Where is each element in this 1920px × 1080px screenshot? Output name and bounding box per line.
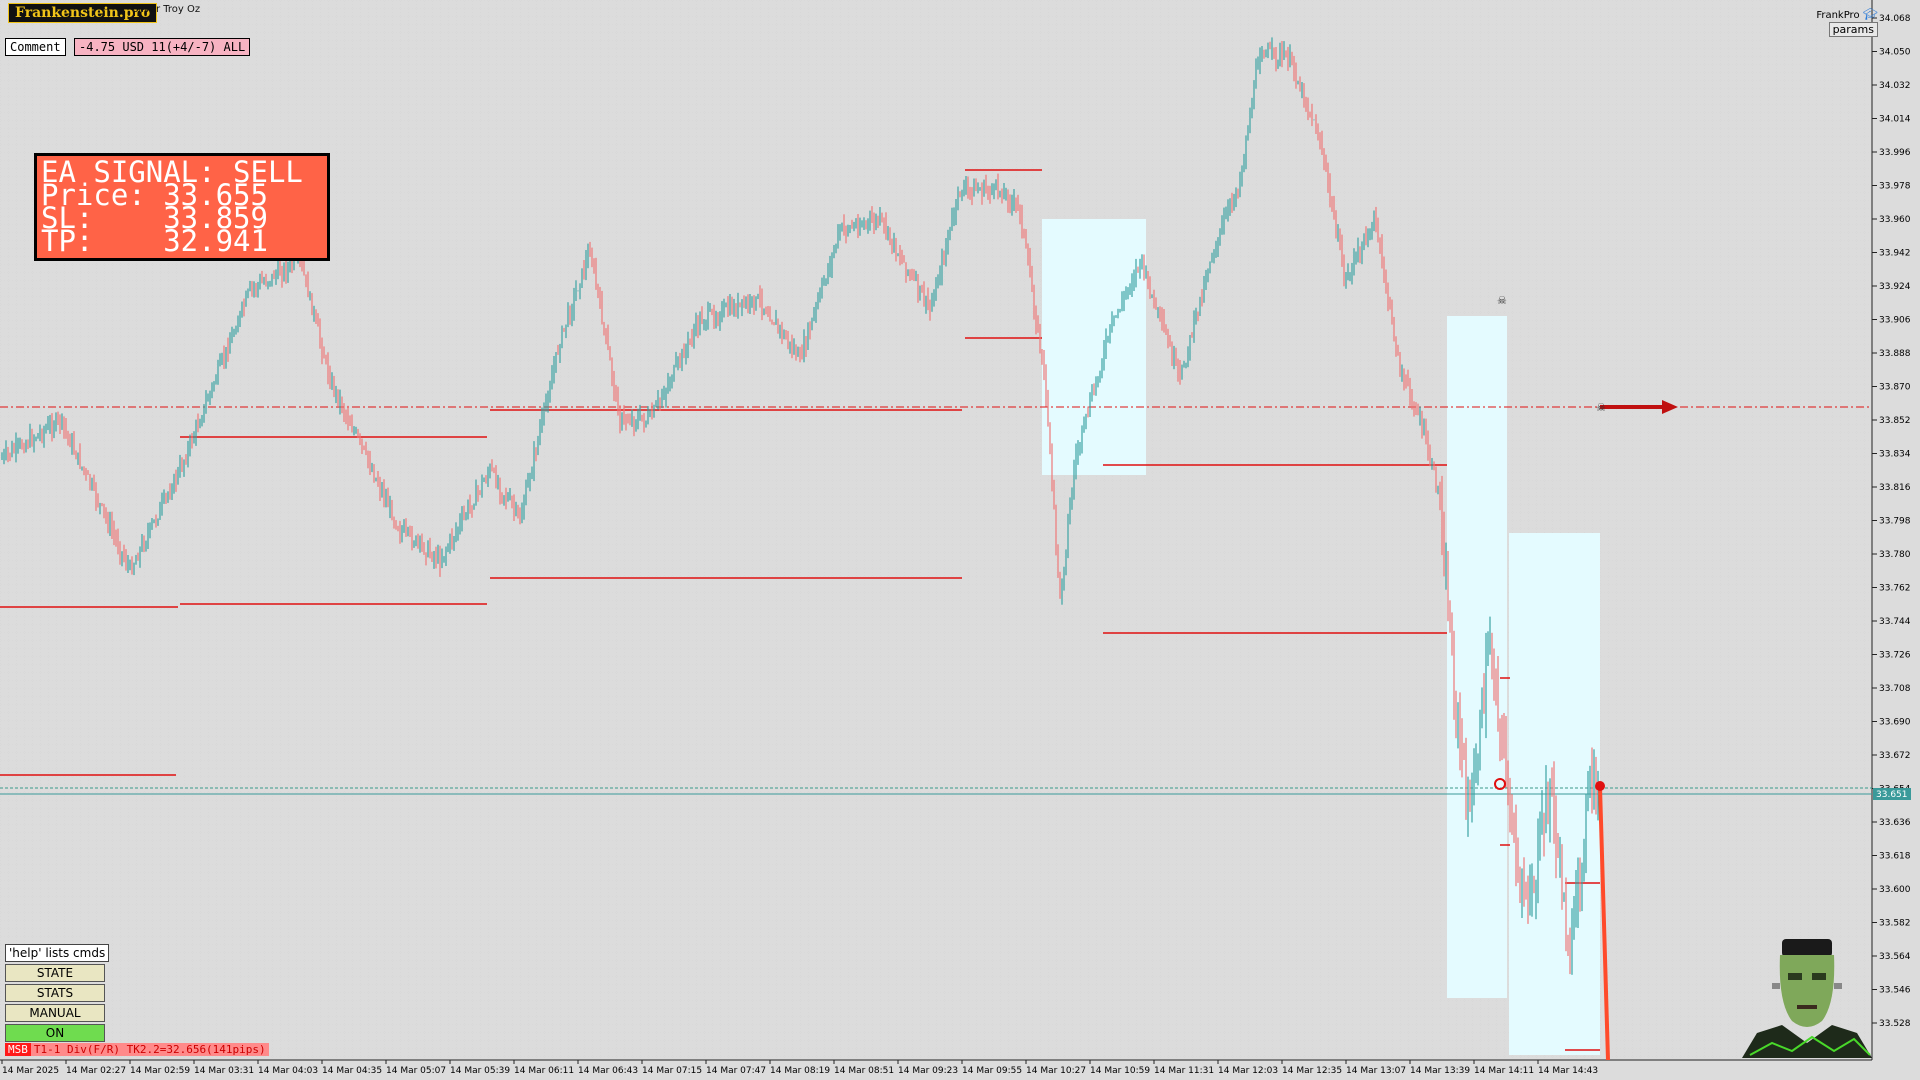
time-tick-label: 14 Mar 06:43 <box>578 1066 638 1076</box>
cap-icon: 🎓︎ <box>1862 7 1878 21</box>
signal-price: Price: 33.655 <box>41 178 268 212</box>
exit-marker <box>1494 778 1506 790</box>
manual-button[interactable]: MANUAL <box>5 1004 105 1022</box>
frankenstein-avatar <box>1742 939 1872 1058</box>
time-tick-label: 14 Mar 04:35 <box>322 1066 382 1076</box>
time-tick-label: 14 Mar 10:59 <box>1090 1066 1150 1076</box>
price-tick-label: 33.726 <box>1879 651 1911 661</box>
time-tick-label: 14 Mar 10:27 <box>1026 1066 1086 1076</box>
symbol-name: Silver Troy Oz <box>132 4 201 15</box>
time-tick-label: 14 Mar 05:39 <box>450 1066 510 1076</box>
time-tick-label: 14 Mar 09:55 <box>962 1066 1022 1076</box>
time-tick-label: 14 Mar 14:11 <box>1474 1066 1534 1076</box>
price-tick-label: 33.816 <box>1879 483 1911 493</box>
brand-logo: Frankenstein.pro <box>8 3 158 23</box>
time-tick-label: 14 Mar 12:35 <box>1282 1066 1342 1076</box>
price-tick-label: 33.528 <box>1879 1019 1911 1029</box>
zone-1 <box>1042 219 1146 475</box>
price-tick-label: 33.870 <box>1879 383 1911 393</box>
price-tick-label: 33.924 <box>1879 282 1911 292</box>
time-tick-label: 14 Mar 13:39 <box>1410 1066 1470 1076</box>
time-tick-label: 14 Mar 07:15 <box>642 1066 702 1076</box>
support-resistance-levels <box>0 169 1600 1051</box>
price-tick-label: 33.744 <box>1879 617 1911 627</box>
time-tick-label: 14 Mar 04:03 <box>258 1066 318 1076</box>
time-tick-label: 14 Mar 07:47 <box>706 1066 766 1076</box>
price-tick-label: 33.978 <box>1879 182 1911 192</box>
time-tick-label: 14 Mar 2025 <box>2 1066 59 1076</box>
comment-button[interactable]: Comment <box>5 38 66 56</box>
price-tick-label: 33.960 <box>1879 215 1911 225</box>
sell-signal-arrow <box>1600 400 1678 414</box>
params-button[interactable]: params <box>1828 22 1878 37</box>
time-tick-label: 14 Mar 11:31 <box>1154 1066 1214 1076</box>
time-tick-label: 14 Mar 02:59 <box>130 1066 190 1076</box>
time-axis: 14 Mar 2025 14 Mar 02:27 14 Mar 02:59 14 Ma… <box>1 1060 1598 1076</box>
price-tick-label: 34.050 <box>1879 48 1911 58</box>
price-tick-label: 33.708 <box>1879 684 1911 694</box>
time-tick-label: 14 Mar 09:23 <box>898 1066 958 1076</box>
current-price-tag: 33.651 <box>1873 788 1911 800</box>
price-tick-label: 33.942 <box>1879 249 1911 259</box>
skull-icon: ☠ <box>1596 401 1606 414</box>
price-tick-label: 33.564 <box>1879 952 1911 962</box>
price-tick-label: 33.618 <box>1879 852 1911 862</box>
status-text: T1-1 Div(F/R) TK2.2=32.656(141pips) <box>30 1043 269 1056</box>
trade-path-line <box>1598 786 1610 1061</box>
comment-value: -4.75 USD 11(+4/-7) ALL <box>74 38 251 56</box>
price-tick-label: 33.996 <box>1879 148 1911 158</box>
candlestick-series <box>1 37 1599 975</box>
skull-icon: ☠ <box>1497 294 1507 307</box>
price-tick-label: 33.906 <box>1879 316 1911 326</box>
time-tick-label: 14 Mar 02:27 <box>66 1066 126 1076</box>
time-tick-label: 14 Mar 06:11 <box>514 1066 574 1076</box>
price-tick-label: 33.600 <box>1879 885 1911 895</box>
price-tick-label: 33.834 <box>1879 450 1911 460</box>
time-tick-label: 14 Mar 14:43 <box>1538 1066 1598 1076</box>
price-tick-label: 33.690 <box>1879 718 1911 728</box>
time-tick-label: 14 Mar 08:51 <box>834 1066 894 1076</box>
price-tick-label: 33.636 <box>1879 818 1911 828</box>
price-tick-label: 33.798 <box>1879 517 1911 527</box>
price-tick-label: 33.888 <box>1879 349 1911 359</box>
indicator-name: FrankPro 🎓︎ <box>1816 7 1878 21</box>
price-tick-label: 34.014 <box>1879 115 1911 125</box>
price-tick-label: 34.068 <box>1879 14 1911 24</box>
price-axis: 34.068 34.050 34.032 34.014 33.996 33.978 33.9… <box>1872 14 1911 1029</box>
msb-tag: MSB <box>5 1043 31 1056</box>
time-tick-label: 14 Mar 03:31 <box>194 1066 254 1076</box>
ea-signal-box: EA SIGNAL: SELL Price: 33.655 SL: 33.859… <box>34 153 330 261</box>
on-toggle-button[interactable]: ON <box>5 1024 105 1042</box>
status-bar: MSB T1-1 Div(F/R) TK2.2=32.656(141pips) <box>5 1043 269 1056</box>
state-button[interactable]: STATE <box>5 964 105 982</box>
price-tick-label: 33.852 <box>1879 416 1911 426</box>
indicator-label: FrankPro <box>1816 10 1860 21</box>
price-tick-label: 33.672 <box>1879 751 1911 761</box>
price-tick-label: 34.032 <box>1879 81 1911 91</box>
signal-title: EA SIGNAL: SELL <box>41 155 303 189</box>
help-button[interactable]: 'help' lists cmds <box>5 944 110 962</box>
time-tick-label: 14 Mar 08:19 <box>770 1066 830 1076</box>
time-tick-label: 14 Mar 12:03 <box>1218 1066 1278 1076</box>
zone-2 <box>1447 316 1507 998</box>
time-tick-label: 14 Mar 13:07 <box>1346 1066 1406 1076</box>
current-price-label: 33.651 <box>1876 790 1908 800</box>
signal-sl: SL: 33.859 <box>41 201 268 235</box>
price-tick-label: 33.582 <box>1879 919 1911 929</box>
stats-button[interactable]: STATS <box>5 984 105 1002</box>
signal-tp: TP: 32.941 <box>41 224 268 258</box>
price-tick-label: 33.762 <box>1879 584 1911 594</box>
price-tick-label: 33.546 <box>1879 986 1911 996</box>
time-tick-label: 14 Mar 05:07 <box>386 1066 446 1076</box>
price-tick-label: 33.780 <box>1879 550 1911 560</box>
entry-marker <box>1595 781 1605 791</box>
